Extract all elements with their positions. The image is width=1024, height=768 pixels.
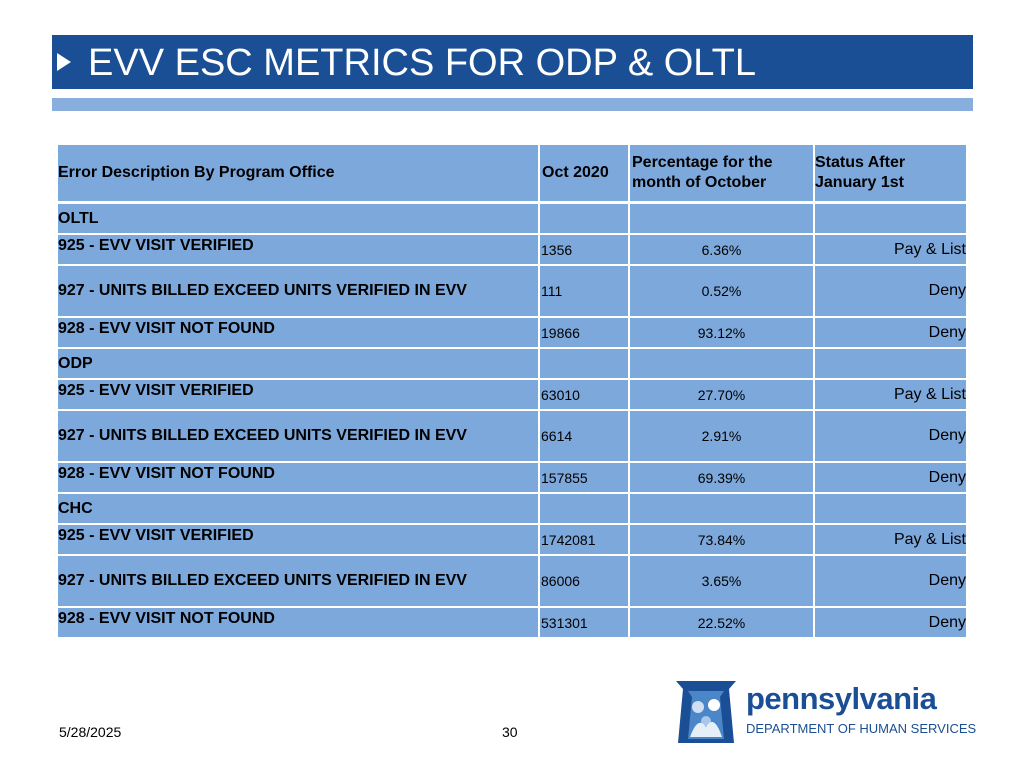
section-row-oltl: OLTL — [58, 202, 968, 235]
oct-count: 63010 — [539, 379, 630, 411]
oct-count: 1356 — [539, 234, 630, 266]
status: Deny — [814, 265, 968, 318]
empty-cell — [629, 493, 815, 525]
logo-name: pennsylvania — [746, 681, 937, 716]
percentage: 69.39% — [629, 462, 815, 494]
section-row-odp: ODP — [58, 348, 968, 380]
error-description: 928 - EVV VISIT NOT FOUND — [58, 317, 540, 349]
error-description: 927 - UNITS BILLED EXCEED UNITS VERIFIED… — [58, 265, 540, 318]
table-row: 928 - EVV VISIT NOT FOUND 531301 22.52% … — [58, 607, 968, 639]
empty-cell — [814, 493, 968, 525]
error-description: 928 - EVV VISIT NOT FOUND — [58, 462, 540, 494]
percentage: 3.65% — [629, 555, 815, 608]
accent-bar — [52, 98, 973, 111]
keystone-family-icon — [676, 681, 736, 743]
percentage: 73.84% — [629, 524, 815, 556]
table-row: 927 - UNITS BILLED EXCEED UNITS VERIFIED… — [58, 555, 968, 608]
status: Deny — [814, 555, 968, 608]
table-row: 925 - EVV VISIT VERIFIED 1742081 73.84% … — [58, 524, 968, 556]
empty-cell — [539, 348, 630, 380]
title-bar: EVV ESC METRICS FOR ODP & OLTL — [52, 35, 973, 89]
section-label: CHC — [58, 493, 540, 525]
status: Deny — [814, 607, 968, 639]
empty-cell — [814, 348, 968, 380]
empty-cell — [629, 348, 815, 380]
oct-count: 19866 — [539, 317, 630, 349]
logo-department: DEPARTMENT OF HUMAN SERVICES — [746, 721, 977, 736]
header-oct: Oct 2020 — [539, 145, 630, 204]
oct-count: 111 — [539, 265, 630, 318]
percentage: 93.12% — [629, 317, 815, 349]
oct-count: 531301 — [539, 607, 630, 639]
error-description: 927 - UNITS BILLED EXCEED UNITS VERIFIED… — [58, 410, 540, 463]
table-row: 925 - EVV VISIT VERIFIED 1356 6.36% Pay … — [58, 234, 968, 266]
slide-title: EVV ESC METRICS FOR ODP & OLTL — [88, 42, 756, 84]
table-header-row: Error Description By Program Office Oct … — [58, 145, 968, 204]
percentage: 6.36% — [629, 234, 815, 266]
error-description: 928 - EVV VISIT NOT FOUND — [58, 607, 540, 639]
empty-cell — [539, 493, 630, 525]
error-description: 925 - EVV VISIT VERIFIED — [58, 234, 540, 266]
error-description: 925 - EVV VISIT VERIFIED — [58, 379, 540, 411]
title-arrow-icon — [57, 53, 71, 71]
footer-date: 5/28/2025 — [59, 724, 122, 740]
table-row: 928 - EVV VISIT NOT FOUND 19866 93.12% D… — [58, 317, 968, 349]
pa-dhs-logo: pennsylvania DEPARTMENT OF HUMAN SERVICE… — [674, 679, 977, 745]
status: Pay & List — [814, 524, 968, 556]
table-row: 925 - EVV VISIT VERIFIED 63010 27.70% Pa… — [58, 379, 968, 411]
status: Deny — [814, 317, 968, 349]
empty-cell — [539, 202, 630, 235]
header-percentage: Percentage for the month of October — [629, 145, 815, 204]
header-status: Status After January 1st — [814, 145, 968, 204]
error-description: 927 - UNITS BILLED EXCEED UNITS VERIFIED… — [58, 555, 540, 608]
section-label: OLTL — [58, 202, 540, 235]
oct-count: 1742081 — [539, 524, 630, 556]
status: Pay & List — [814, 234, 968, 266]
status: Deny — [814, 462, 968, 494]
percentage: 2.91% — [629, 410, 815, 463]
metrics-table: Error Description By Program Office Oct … — [58, 145, 968, 639]
table-row: 927 - UNITS BILLED EXCEED UNITS VERIFIED… — [58, 410, 968, 463]
percentage: 27.70% — [629, 379, 815, 411]
percentage: 22.52% — [629, 607, 815, 639]
empty-cell — [814, 202, 968, 235]
status: Deny — [814, 410, 968, 463]
page-number: 30 — [502, 724, 518, 740]
section-row-chc: CHC — [58, 493, 968, 525]
percentage: 0.52% — [629, 265, 815, 318]
status: Pay & List — [814, 379, 968, 411]
section-label: ODP — [58, 348, 540, 380]
header-description: Error Description By Program Office — [58, 145, 540, 204]
table-row: 927 - UNITS BILLED EXCEED UNITS VERIFIED… — [58, 265, 968, 318]
empty-cell — [629, 202, 815, 235]
table-row: 928 - EVV VISIT NOT FOUND 157855 69.39% … — [58, 462, 968, 494]
error-description: 925 - EVV VISIT VERIFIED — [58, 524, 540, 556]
oct-count: 157855 — [539, 462, 630, 494]
oct-count: 6614 — [539, 410, 630, 463]
oct-count: 86006 — [539, 555, 630, 608]
